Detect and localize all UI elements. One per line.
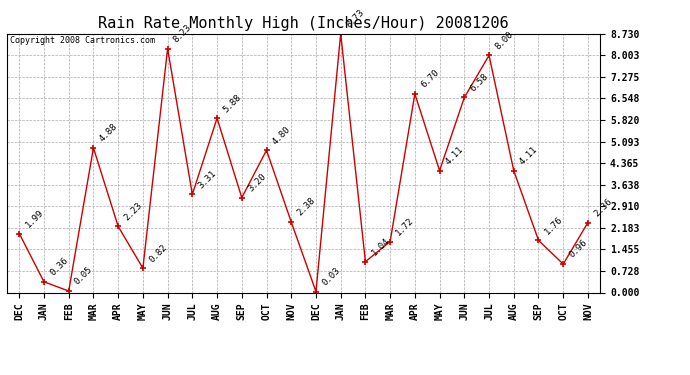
- Text: 0.03: 0.03: [320, 266, 342, 288]
- Text: 0.82: 0.82: [147, 243, 168, 264]
- Text: 3.31: 3.31: [197, 169, 218, 190]
- Text: 8.00: 8.00: [493, 30, 515, 51]
- Text: 4.11: 4.11: [518, 145, 540, 166]
- Text: 0.05: 0.05: [73, 265, 95, 287]
- Text: 1.72: 1.72: [394, 216, 416, 237]
- Text: 4.11: 4.11: [444, 145, 465, 166]
- Text: 2.38: 2.38: [295, 196, 317, 218]
- Text: 1.99: 1.99: [23, 208, 45, 230]
- Text: 0.36: 0.36: [48, 256, 70, 278]
- Text: Copyright 2008 Cartronics.com: Copyright 2008 Cartronics.com: [10, 36, 155, 45]
- Text: 6.70: 6.70: [419, 68, 441, 90]
- Text: 8.23: 8.23: [172, 23, 193, 44]
- Text: 3.20: 3.20: [246, 172, 268, 194]
- Text: 0.96: 0.96: [567, 238, 589, 260]
- Text: 2.36: 2.36: [592, 197, 613, 218]
- Text: 4.80: 4.80: [270, 124, 293, 146]
- Text: 8.73: 8.73: [345, 8, 366, 30]
- Text: 6.58: 6.58: [469, 72, 490, 93]
- Text: 5.88: 5.88: [221, 93, 243, 114]
- Text: 1.76: 1.76: [542, 214, 564, 236]
- Text: 1.04: 1.04: [370, 236, 391, 258]
- Text: 4.88: 4.88: [97, 122, 119, 144]
- Text: 2.23: 2.23: [122, 201, 144, 222]
- Title: Rain Rate Monthly High (Inches/Hour) 20081206: Rain Rate Monthly High (Inches/Hour) 200…: [98, 16, 509, 31]
